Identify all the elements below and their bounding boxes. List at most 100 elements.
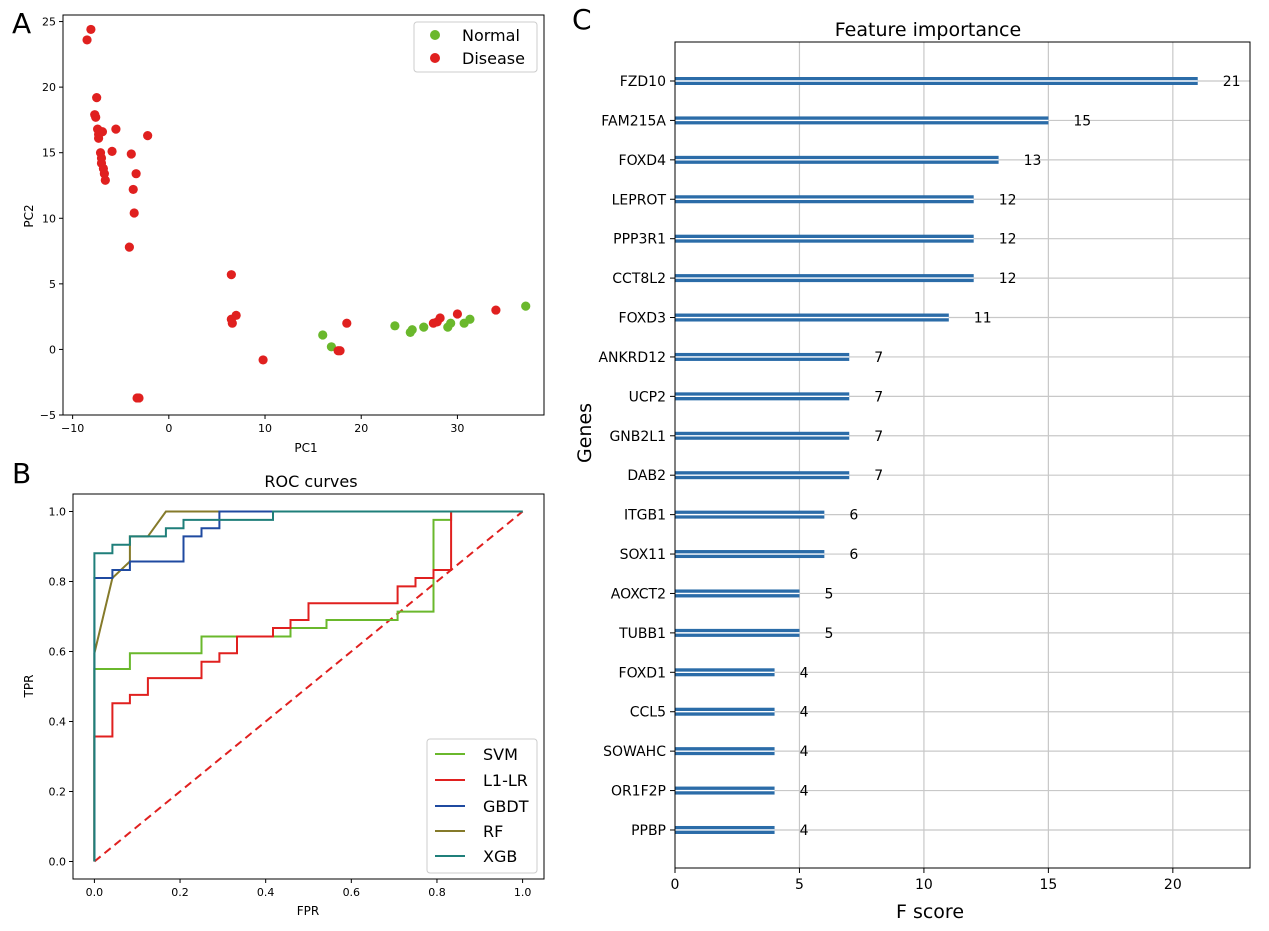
feature-value-label: 7 xyxy=(874,468,883,484)
point-disease xyxy=(111,124,121,134)
point-disease xyxy=(231,310,241,320)
feature-value-label: 4 xyxy=(800,665,809,681)
pca-scatter-chart: −10 0 10 20 30 −5 0 5 10 15 20 25 PC1 PC2 Normal Di… xyxy=(22,14,545,455)
roc-plot-frame xyxy=(72,493,545,880)
pca-y-axis-label: PC2 xyxy=(22,204,36,227)
legend-marker-disease xyxy=(430,53,440,63)
point-normal xyxy=(419,322,429,332)
roc-y-tick-label: 0.4 xyxy=(49,716,67,729)
point-normal xyxy=(465,314,475,324)
feature-axis-ticks: 0 5 10 15 20 FZD10 FAM215A FOXD4 LEPROT PPP3R1 CCT… xyxy=(598,74,1181,893)
feature-value-label: 4 xyxy=(800,784,809,800)
pca-y-tick-label: 5 xyxy=(49,278,56,291)
feature-gene-label: ITGB1 xyxy=(624,508,666,524)
point-disease xyxy=(100,175,110,185)
feature-gene-label: GNB2L1 xyxy=(609,429,666,445)
feature-gene-label: CCL5 xyxy=(630,705,666,721)
roc-x-tick-label: 0.6 xyxy=(343,886,361,899)
point-normal xyxy=(318,330,328,340)
pca-y-tick-label: 25 xyxy=(42,16,56,29)
feature-value-label: 4 xyxy=(800,705,809,721)
feature-gene-label: OR1F2P xyxy=(611,784,666,800)
feature-value-label: 15 xyxy=(1073,113,1091,129)
point-disease xyxy=(335,346,345,356)
point-normal xyxy=(407,325,417,335)
feature-value-label: 11 xyxy=(974,311,992,327)
roc-x-tick-label: 1.0 xyxy=(514,886,532,899)
roc-x-tick-label: 0.4 xyxy=(257,886,275,899)
point-normal xyxy=(446,318,456,328)
feature-x-tick-label: 20 xyxy=(1164,877,1182,893)
feature-gene-label: FOXD1 xyxy=(619,665,666,681)
point-disease xyxy=(435,313,445,323)
feature-value-label: 21 xyxy=(1223,74,1241,90)
point-disease xyxy=(92,93,102,103)
legend-label-normal: Normal xyxy=(462,26,520,45)
point-disease xyxy=(82,35,92,45)
feature-value-label: 7 xyxy=(874,389,883,405)
feature-x-tick-label: 0 xyxy=(671,877,680,893)
pca-x-axis-label: PC1 xyxy=(294,441,317,455)
roc-line-xgb xyxy=(93,510,523,862)
pca-legend: Normal Disease xyxy=(413,21,538,73)
point-disease xyxy=(227,318,237,328)
pca-y-tick-label: 10 xyxy=(42,212,56,225)
roc-axis-ticks: 0.0 0.2 0.4 0.6 0.8 1.0 0.0 0.2 0.4 0.6 0.8 1.0 xyxy=(49,506,532,900)
feature-gene-label: AOXCT2 xyxy=(611,586,666,602)
feature-gene-label: PPBP xyxy=(631,823,666,839)
roc-y-tick-label: 1.0 xyxy=(49,506,67,519)
point-disease xyxy=(107,146,117,156)
roc-curves-chart: ROC curves 0.0 0.2 0.4 0.6 0.8 1.00.00.20.40.… xyxy=(22,472,545,918)
feature-gene-label: CCT8L2 xyxy=(612,271,666,287)
legend-label-rf: RF xyxy=(483,822,503,841)
feature-gene-label: FOXD3 xyxy=(619,311,666,327)
feature-x-tick-label: 15 xyxy=(1039,877,1057,893)
feature-gene-label: LEPROT xyxy=(612,192,667,208)
point-disease xyxy=(126,149,136,159)
legend-label-xgb: XGB xyxy=(483,847,517,866)
point-normal xyxy=(326,342,336,352)
point-disease xyxy=(491,305,501,315)
feature-value-label: 5 xyxy=(824,586,833,602)
roc-x-tick-label: 0.8 xyxy=(428,886,446,899)
feature-value-label: 13 xyxy=(1024,153,1042,169)
point-disease xyxy=(91,112,101,122)
pca-x-tick-label: 20 xyxy=(354,422,368,435)
feature-x-axis-label: F score xyxy=(896,901,964,923)
roc-legend-box xyxy=(426,738,538,874)
feature-importance-chart: Feature importance 21 15 13 12 12 12 11 7 7 7 7 6 6 5… xyxy=(574,19,1251,923)
point-disease xyxy=(134,393,144,403)
roc-x-axis-label: FPR xyxy=(297,904,319,918)
feature-y-axis-label: Genes xyxy=(574,403,596,463)
point-disease xyxy=(129,208,139,218)
legend-label-disease: Disease xyxy=(462,49,525,68)
point-disease xyxy=(97,127,108,137)
feature-gene-label: FZD10 xyxy=(620,74,666,90)
feature-value-label: 4 xyxy=(800,823,809,839)
feature-gene-label: ANKRD12 xyxy=(598,350,666,366)
feature-gene-label: SOWAHC xyxy=(603,744,666,760)
feature-gene-label: PPP3R1 xyxy=(613,232,666,248)
roc-y-tick-label: 0.6 xyxy=(49,646,67,659)
feature-value-label: 6 xyxy=(849,547,858,563)
panel-label-a: A xyxy=(12,7,31,40)
panel-label-c: C xyxy=(572,3,592,36)
feature-x-tick-label: 5 xyxy=(795,877,804,893)
point-disease xyxy=(258,355,268,365)
panel-label-b: B xyxy=(12,457,31,490)
feature-gene-label: FAM215A xyxy=(601,113,666,129)
feature-value-label: 7 xyxy=(874,429,883,445)
feature-bars: 21 15 13 12 12 12 11 7 7 7 7 6 6 5 5 4 4 4 4 4 xyxy=(675,74,1241,839)
point-disease xyxy=(131,169,141,179)
point-disease xyxy=(128,184,138,195)
pca-x-tick-label: 30 xyxy=(450,422,464,435)
point-disease xyxy=(452,309,463,319)
legend-label-gbdt: GBDT xyxy=(483,797,529,816)
feature-gene-label: TUBB1 xyxy=(618,626,666,642)
feature-gene-label: UCP2 xyxy=(629,389,666,405)
feature-chart-title: Feature importance xyxy=(835,19,1021,41)
roc-x-tick-label: 0.2 xyxy=(171,886,189,899)
point-disease xyxy=(226,270,236,280)
pca-plot-frame xyxy=(62,14,545,416)
point-disease xyxy=(143,131,153,141)
